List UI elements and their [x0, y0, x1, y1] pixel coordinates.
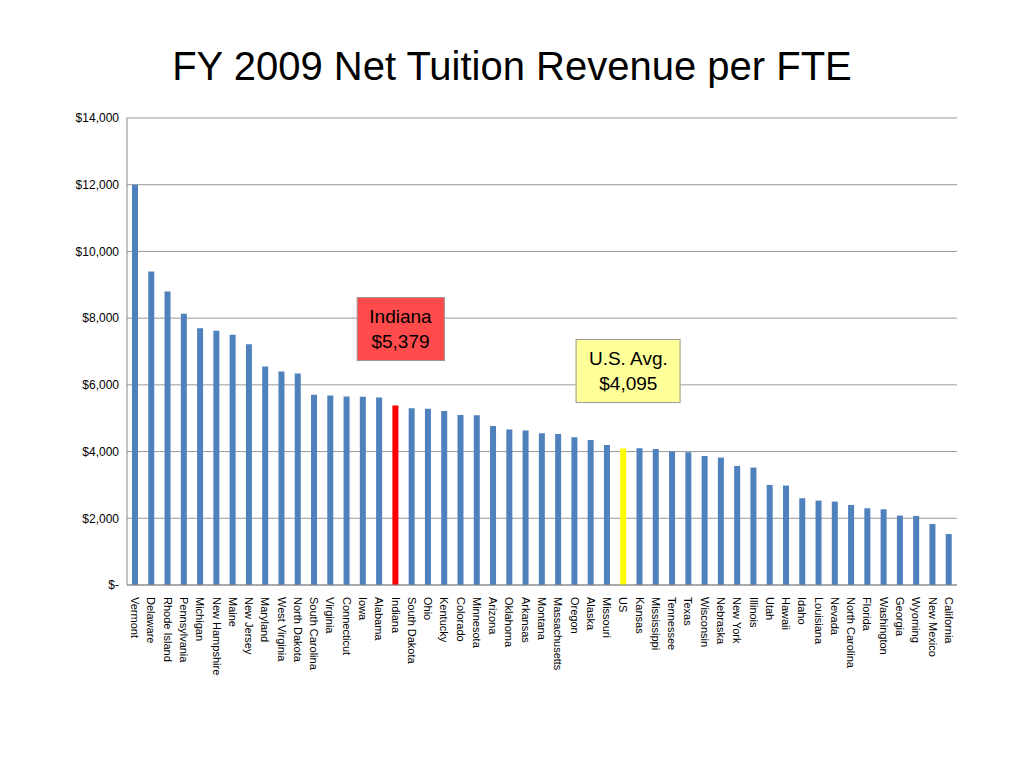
svg-text:Washington: Washington [878, 597, 890, 655]
svg-text:Arkansas: Arkansas [520, 597, 532, 643]
svg-text:Colorado: Colorado [455, 597, 467, 642]
svg-text:Kentucky: Kentucky [438, 597, 450, 643]
svg-text:Wyoming: Wyoming [910, 597, 922, 643]
svg-text:Nevada: Nevada [829, 597, 841, 636]
svg-text:North Dakota: North Dakota [292, 597, 304, 663]
svg-text:$12,000: $12,000 [76, 178, 120, 192]
svg-text:Tennessee: Tennessee [666, 597, 678, 650]
svg-text:Pennsylvania: Pennsylvania [178, 597, 190, 663]
svg-text:New York: New York [731, 597, 743, 644]
svg-text:Montana: Montana [536, 597, 548, 641]
svg-text:Mississippi: Mississippi [650, 597, 662, 650]
svg-text:Idaho: Idaho [796, 597, 808, 625]
html-text:U.S. Avg.: U.S. Avg. [588, 348, 668, 370]
svg-text:Louisiana: Louisiana [813, 597, 825, 645]
svg-text:Missouri: Missouri [601, 597, 613, 638]
svg-text:Maine: Maine [227, 597, 239, 627]
svg-text:$4,000: $4,000 [82, 445, 119, 459]
svg-text:Wisconsin: Wisconsin [699, 597, 711, 647]
svg-text:North Carolina: North Carolina [845, 597, 857, 669]
svg-text:Connecticut: Connecticut [341, 597, 353, 655]
svg-text:South Dakota: South Dakota [406, 597, 418, 665]
svg-text:Delaware: Delaware [145, 597, 157, 643]
svg-text:Nebraska: Nebraska [715, 597, 727, 645]
svg-text:South Carolina: South Carolina [308, 597, 320, 671]
svg-text:Hawaii: Hawaii [780, 597, 792, 630]
svg-text:$6,000: $6,000 [82, 378, 119, 392]
svg-text:Texas: Texas [682, 597, 694, 626]
svg-text:Michigan: Michigan [194, 597, 206, 641]
svg-text:$-: $- [108, 578, 119, 592]
svg-text:Arizona: Arizona [487, 597, 499, 635]
svg-text:Oregon: Oregon [569, 597, 581, 634]
svg-text:$8,000: $8,000 [82, 311, 119, 325]
svg-text:Alabama: Alabama [373, 597, 385, 641]
svg-text:Florida: Florida [861, 597, 873, 632]
svg-text:West Virginia: West Virginia [276, 597, 288, 662]
svg-text:Kansas: Kansas [634, 597, 646, 634]
svg-text:Illinois: Illinois [748, 597, 760, 628]
svg-text:New Jersey: New Jersey [243, 597, 255, 655]
svg-text:Alaska: Alaska [585, 597, 597, 631]
html-text:$4,095: $4,095 [599, 373, 658, 395]
svg-text:Minnesota: Minnesota [471, 597, 483, 649]
svg-text:Georgia: Georgia [894, 597, 906, 637]
svg-text:Iowa: Iowa [357, 597, 369, 621]
svg-text:Vermont: Vermont [129, 597, 141, 638]
svg-text:$2,000: $2,000 [82, 512, 119, 526]
svg-text:Massachusetts: Massachusetts [552, 597, 564, 671]
svg-text:Maryland: Maryland [259, 597, 271, 642]
svg-text:Ohio: Ohio [422, 597, 434, 620]
svg-text:$14,000: $14,000 [76, 111, 120, 125]
svg-text:California: California [943, 597, 955, 644]
svg-text:Oklahoma: Oklahoma [503, 597, 515, 648]
svg-text:New Mexico: New Mexico [927, 597, 939, 657]
svg-text:$10,000: $10,000 [76, 245, 120, 259]
html-text:Indiana: Indiana [369, 305, 432, 327]
svg-text:Rhode Island: Rhode Island [162, 597, 174, 662]
svg-text:Indiana: Indiana [390, 597, 402, 634]
svg-text:Utah: Utah [764, 597, 776, 620]
html-text:FY 2009 Net Tuition Revenue pe: FY 2009 Net Tuition Revenue per FTE [172, 44, 852, 88]
html-text:$5,379: $5,379 [371, 330, 430, 352]
svg-text:New Hampshire: New Hampshire [211, 597, 223, 675]
svg-text:Virginia: Virginia [324, 597, 336, 634]
svg-text:US: US [617, 597, 629, 612]
